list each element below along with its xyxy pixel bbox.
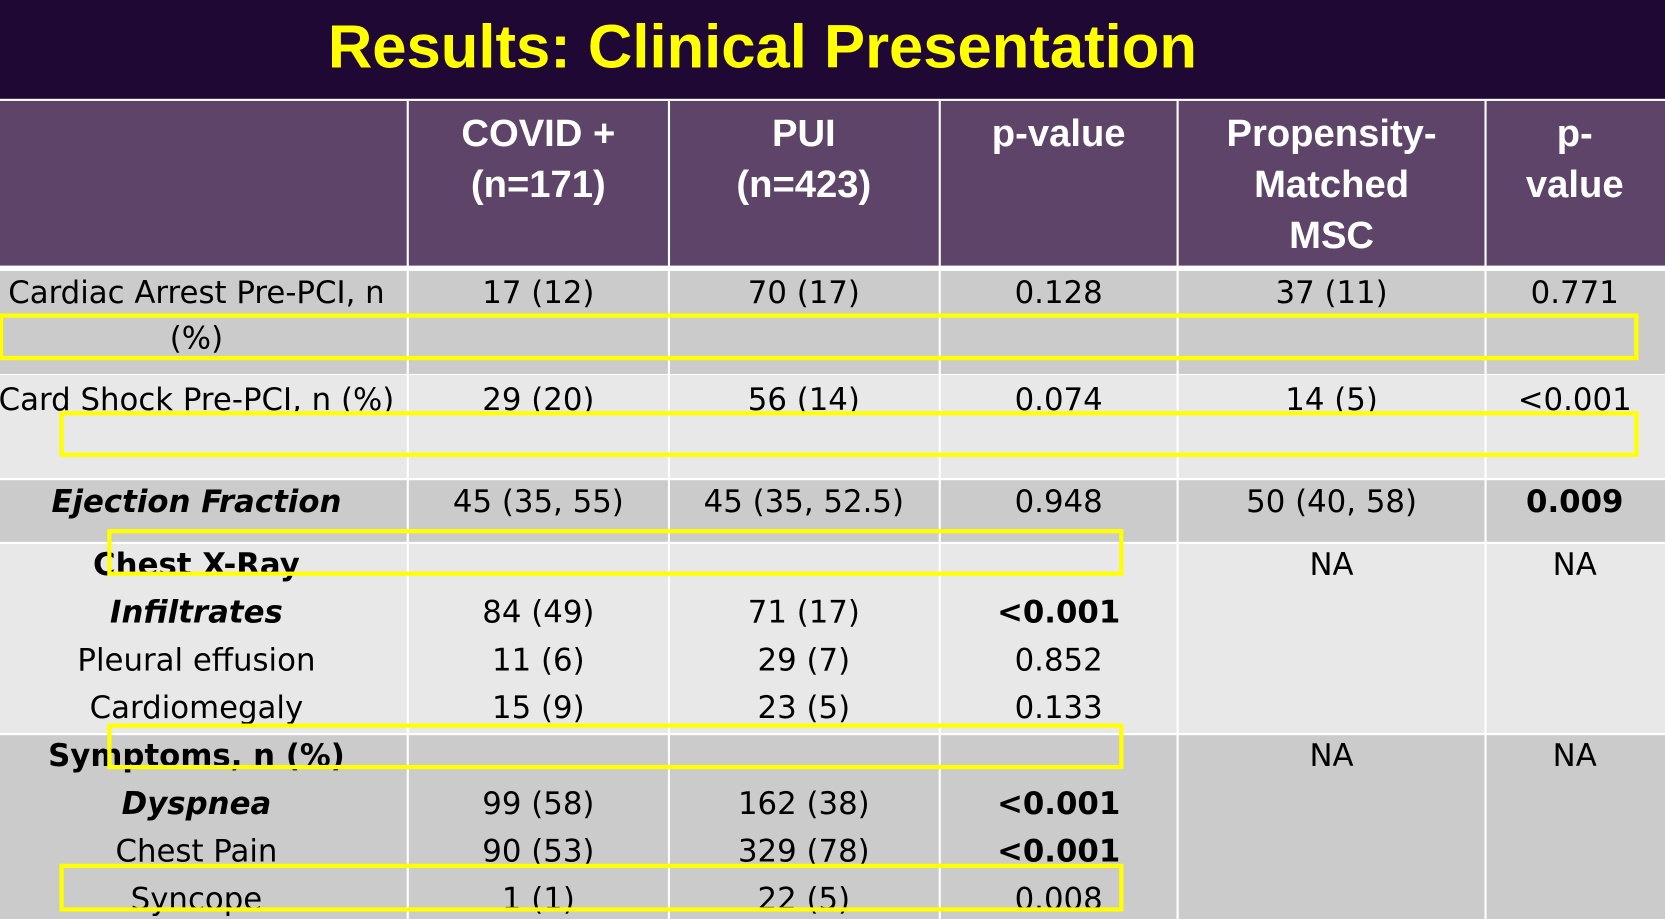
header-cell: p- [1557, 112, 1593, 155]
header-cell: COVID + [461, 112, 615, 155]
row-label: Dyspnea [122, 786, 272, 822]
cell-value: 329 (78) [738, 834, 870, 870]
cell-value: 22 (5) [758, 881, 851, 917]
header-cell: p-value [992, 112, 1126, 155]
cell-value: 1 (1) [502, 881, 575, 917]
row-label: Ejection Fraction [51, 484, 341, 520]
cell-value: 37 (11) [1275, 275, 1387, 311]
cell-value: 90 (53) [482, 834, 594, 870]
table-content: COVID + (n=171) PUI (n=423) p-value Propensit… [0, 112, 1632, 917]
cell-value: <0.001 [997, 786, 1120, 822]
cell-value: 0.009 [1526, 484, 1623, 520]
title-bar [0, 0, 1665, 99]
column-dividers [406, 100, 1487, 919]
cell-value: 0.948 [1015, 484, 1103, 520]
row-label: Chest X-Ray [93, 547, 300, 583]
cell-value: 0.008 [1015, 881, 1103, 917]
cell-value: 23 (5) [758, 690, 851, 726]
cell-value: <0.001 [997, 834, 1120, 870]
header-cell: Propensity- [1226, 112, 1436, 155]
cell-value: 0.133 [1015, 690, 1103, 726]
cell-value: 70 (17) [748, 275, 860, 311]
cell-value: 29 (7) [758, 642, 851, 678]
header-cell: MSC [1289, 214, 1374, 257]
cell-value: <0.001 [997, 595, 1120, 631]
row-label: (%) [170, 320, 223, 356]
cell-value: NA [1553, 738, 1597, 774]
cell-value: 71 (17) [748, 595, 860, 631]
cell-value: NA [1310, 738, 1354, 774]
cell-value: 50 (40, 58) [1246, 484, 1417, 520]
header-row [0, 100, 1665, 266]
cell-value: 15 (9) [492, 690, 585, 726]
header-cell: value [1526, 163, 1624, 206]
cell-value: 11 (6) [492, 642, 585, 678]
cell-value: 162 (38) [738, 786, 870, 822]
header-cell: (n=423) [736, 163, 871, 206]
cell-value: 0.852 [1015, 642, 1103, 678]
cell-value: 84 (49) [482, 595, 594, 631]
row-band [0, 375, 1665, 479]
header-cell: (n=171) [471, 163, 606, 206]
cell-value: 17 (12) [482, 275, 594, 311]
cell-value: 45 (35, 52.5) [704, 484, 904, 520]
slide-title: Results: Clinical Presentation [328, 12, 1197, 81]
cell-value: 0.128 [1015, 275, 1103, 311]
cell-value: 45 (35, 55) [453, 484, 624, 520]
row-label: Pleural effusion [77, 642, 315, 678]
row-label: Cardiomegaly [90, 690, 304, 726]
cell-value: 0.771 [1531, 275, 1619, 311]
row-label: Syncope [131, 881, 263, 917]
header-cell: PUI [772, 112, 836, 155]
row-label: Infiltrates [110, 595, 283, 631]
cell-value: 99 (58) [482, 786, 594, 822]
highlight-boxes [0, 313, 1639, 912]
row-label: Cardiac Arrest Pre-PCI, n [8, 275, 384, 311]
cell-value: NA [1310, 547, 1354, 583]
header-cell: Matched [1254, 163, 1409, 206]
cell-value: NA [1553, 547, 1597, 583]
row-label: Chest Pain [115, 834, 277, 870]
